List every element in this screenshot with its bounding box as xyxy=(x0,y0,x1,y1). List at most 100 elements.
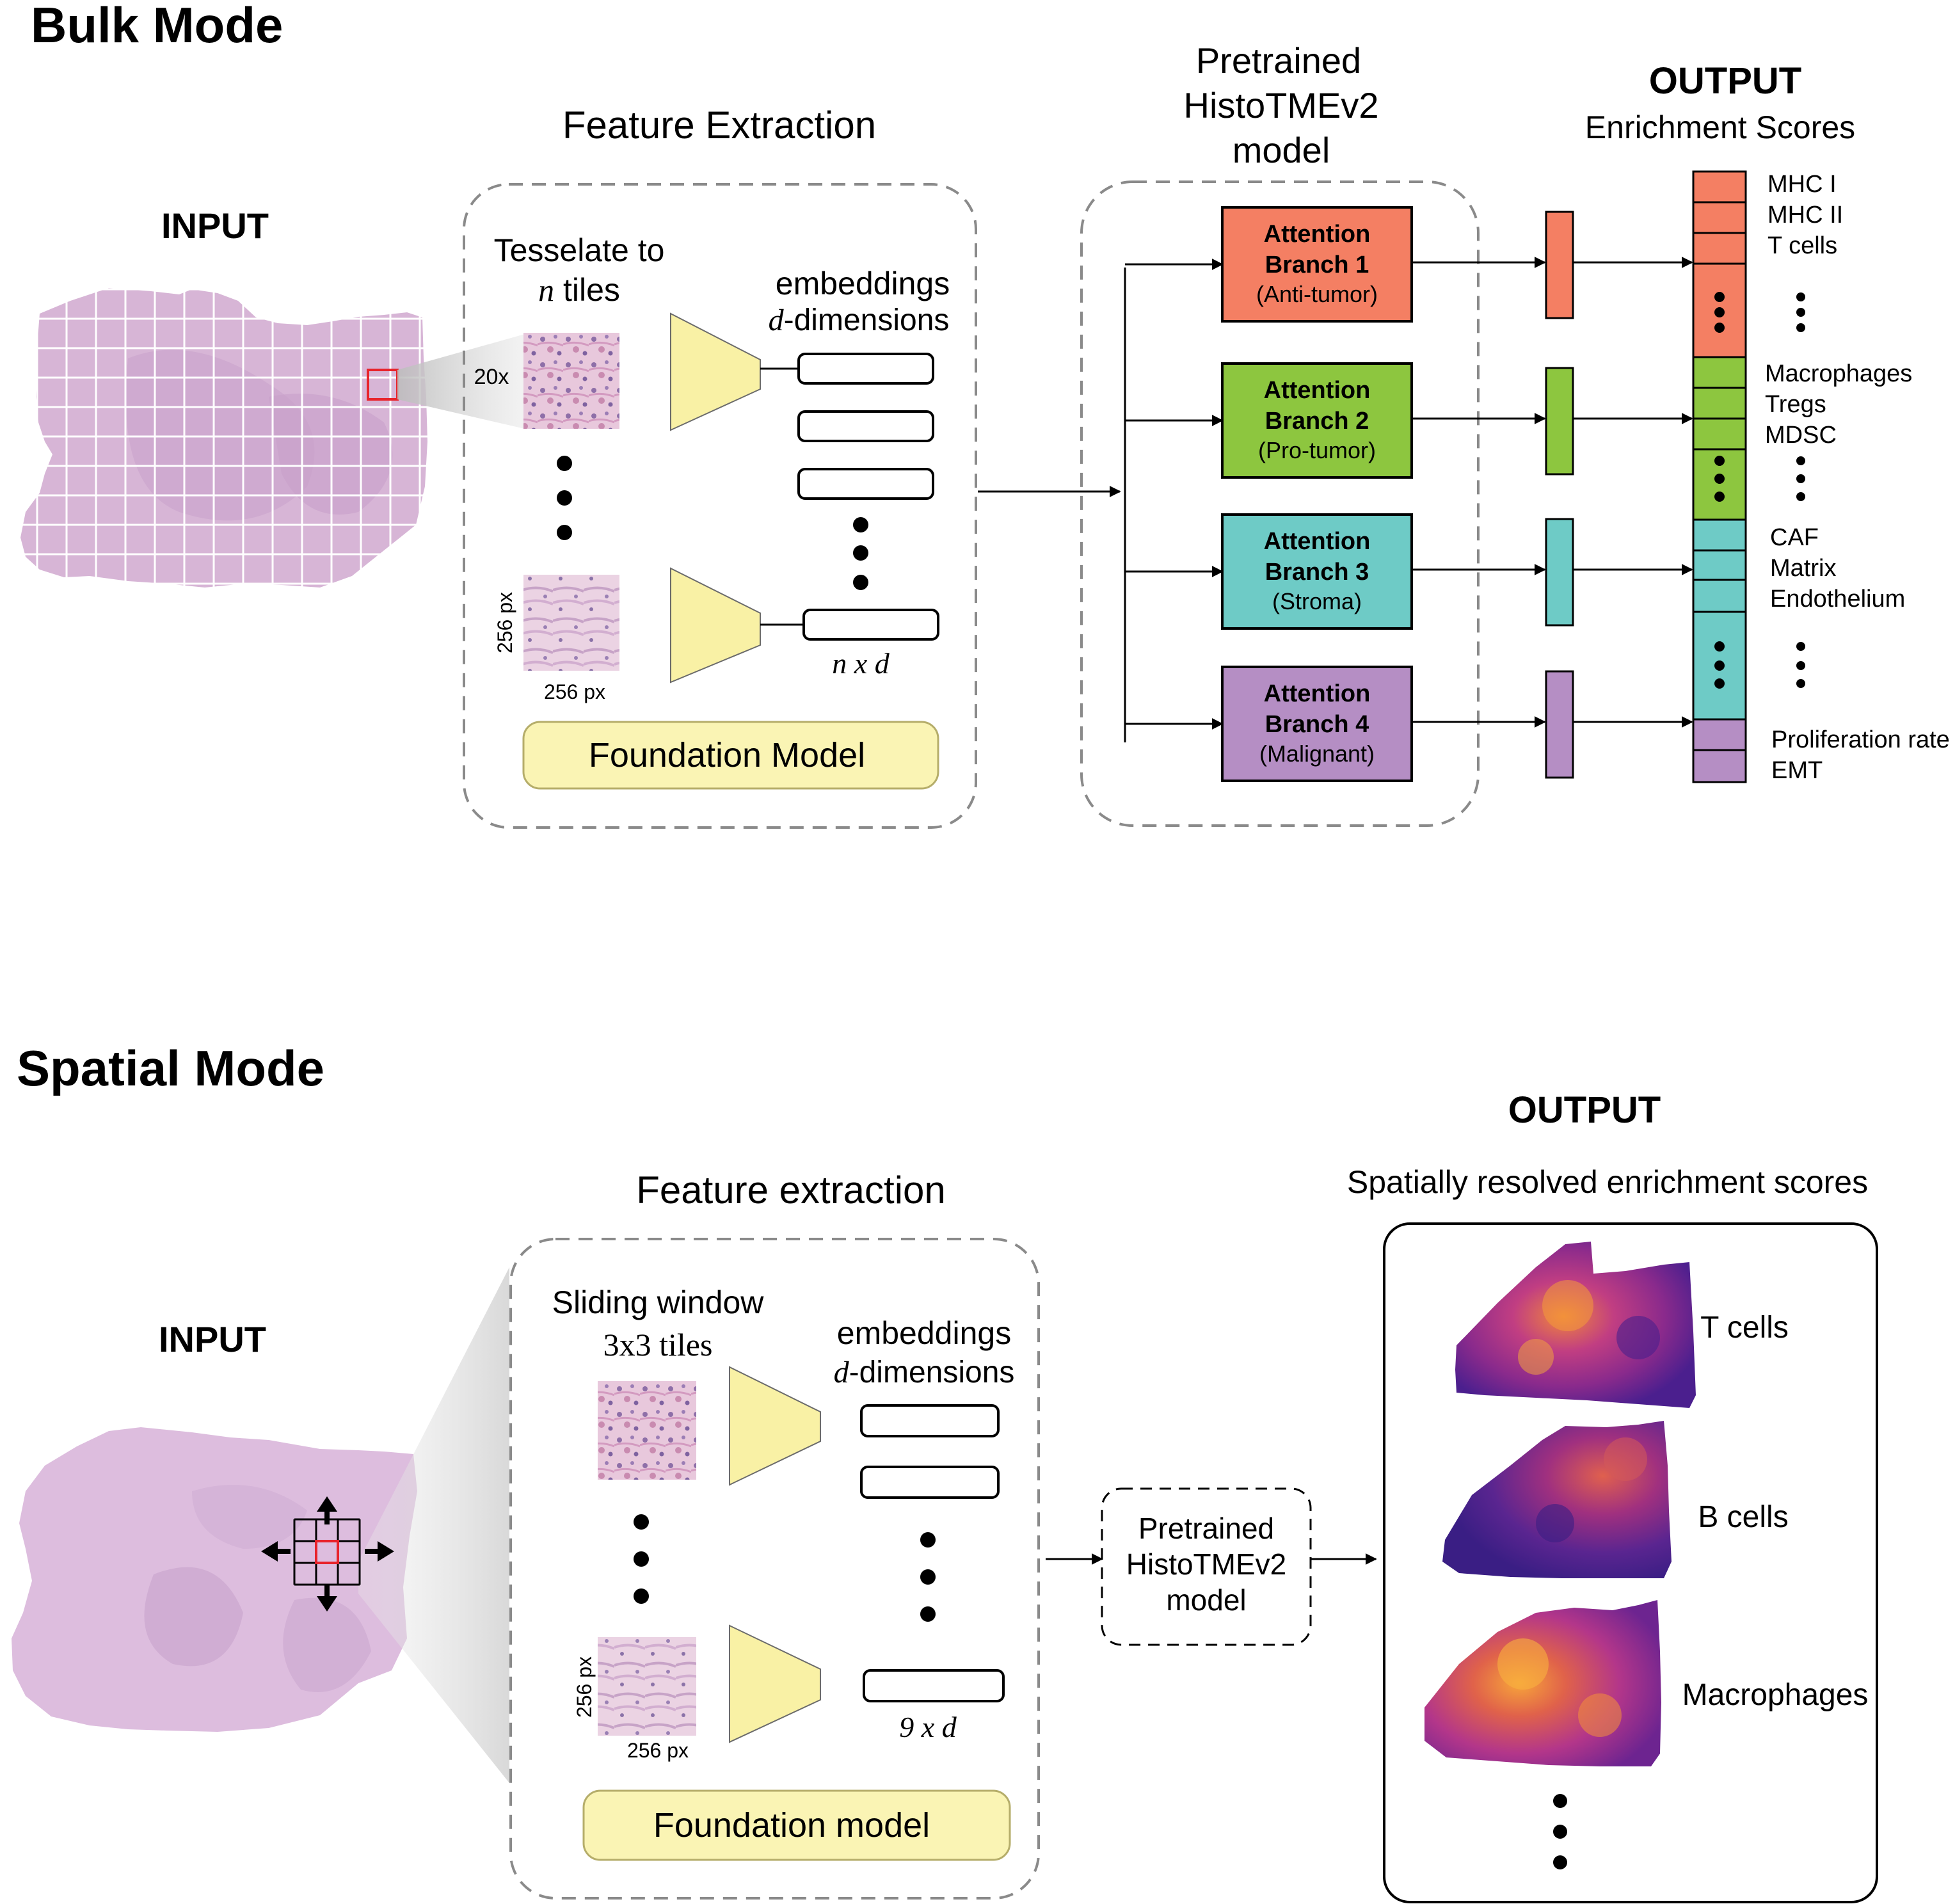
enrichment-score-label: Endothelium xyxy=(1770,586,1905,612)
embedding-vector xyxy=(802,609,939,641)
enrichment-score-cell xyxy=(1692,518,1747,552)
map-ellipsis-dot xyxy=(1553,1794,1567,1808)
output-label-ellipsis-dot xyxy=(1796,474,1805,483)
model-title-line2: HistoTMEv2 xyxy=(1184,85,1379,125)
heatmap-b-cells xyxy=(1442,1421,1672,1578)
map-ellipsis-dot xyxy=(1553,1825,1567,1839)
spatial-embedding-vector xyxy=(860,1466,1000,1499)
spatial-embedding-ellipsis-dot xyxy=(920,1569,936,1585)
bulk-zoom-funnel xyxy=(397,334,525,429)
bulk-wsi-thumbnail xyxy=(20,288,427,588)
output-label-ellipsis-dot xyxy=(1796,642,1805,651)
map-label-t-cells: T cells xyxy=(1700,1311,1789,1345)
bulk-feature-extraction-title: Feature Extraction xyxy=(563,104,876,147)
bulk-output-subtitle: Enrichment Scores xyxy=(1585,109,1855,145)
enrichment-score-label: Matrix xyxy=(1770,555,1836,582)
enrichment-score-label: MHC II xyxy=(1767,202,1843,228)
enrichment-score-cell xyxy=(1692,549,1747,581)
sliding-window-line1: Sliding window xyxy=(552,1284,765,1320)
enrichment-score-cell xyxy=(1692,201,1747,234)
bulk-output-title: OUTPUT xyxy=(1649,60,1801,102)
output-label-ellipsis-dot xyxy=(1796,308,1805,317)
branch-line1: Attention xyxy=(1264,680,1371,707)
branch-score-vector xyxy=(1545,518,1574,627)
arrow-down-icon xyxy=(317,1596,337,1612)
spatial-tile-ellipsis-dot xyxy=(634,1551,649,1567)
spatial-tile-height-label: 256 px xyxy=(573,1656,596,1718)
model-title-line1: Pretrained xyxy=(1196,40,1361,81)
enrichment-score-cell xyxy=(1692,749,1747,783)
embedding-vector xyxy=(797,410,934,442)
bulk-tile-width-label: 256 px xyxy=(544,680,605,703)
spatial-embeddings-line1: embeddings xyxy=(837,1315,1011,1351)
spatial-embedding-vector xyxy=(860,1404,1000,1437)
spatial-feature-extraction-title: Feature extraction xyxy=(636,1169,946,1212)
output-label-ellipsis-dot xyxy=(1796,292,1805,301)
output-column-ellipsis-dot xyxy=(1714,660,1725,671)
output-label-ellipsis-dot xyxy=(1796,661,1805,670)
bulk-matrix-label: n x d xyxy=(832,647,890,680)
branch-line2: Branch 3 xyxy=(1265,559,1369,586)
embedding-vector xyxy=(797,468,934,500)
map-label-b-cells: B cells xyxy=(1698,1500,1788,1534)
arrow-right-icon xyxy=(378,1541,394,1562)
spatial-feature-extraction-box xyxy=(509,1238,1040,1900)
spatial-output-title: OUTPUT xyxy=(1508,1089,1661,1131)
encoder-trapezoid-top xyxy=(670,312,761,431)
output-label-ellipsis-dot xyxy=(1796,323,1805,332)
bulk-tile-ellipsis-dot xyxy=(557,490,572,506)
enrichment-score-label: MHC I xyxy=(1767,171,1837,198)
spatial-foundation-model-label: Foundation model xyxy=(653,1806,930,1844)
sliding-window-center xyxy=(315,1540,339,1564)
enrichment-score-cell xyxy=(1692,356,1747,389)
spatial-zoom-funnel xyxy=(358,1267,509,1783)
branch-line2: Branch 1 xyxy=(1265,252,1369,278)
enrichment-score-label: Macrophages xyxy=(1765,360,1912,387)
embedding-ellipsis-dot xyxy=(853,545,868,561)
output-column-ellipsis-dot xyxy=(1714,323,1725,333)
output-column-ellipsis-dot xyxy=(1714,292,1725,302)
spatial-embedding-vector xyxy=(863,1669,1005,1702)
output-label-ellipsis-dot xyxy=(1796,679,1805,688)
attention-branches: Attention Branch 1 (Anti-tumor) Attention Br… xyxy=(1125,206,1693,782)
branch-line3: (Malignant) xyxy=(1259,740,1375,767)
branch-line3: (Pro-tumor) xyxy=(1258,437,1376,463)
sliding-window-grid xyxy=(293,1518,361,1586)
output-column-ellipsis-dot xyxy=(1714,474,1725,484)
spatial-tile-top xyxy=(598,1381,696,1480)
spatial-wsi-thumbnail xyxy=(12,1427,417,1732)
branch-line3: (Anti-tumor) xyxy=(1256,281,1378,307)
spatial-encoder-trapezoid-bottom xyxy=(729,1624,821,1743)
branch-line1: Attention xyxy=(1264,377,1371,404)
bulk-embeddings-line2: d-dimensions xyxy=(769,303,950,337)
enrichment-score-label: CAF xyxy=(1770,524,1819,551)
output-label-ellipsis-dot xyxy=(1796,456,1805,465)
branch-line1: Attention xyxy=(1264,221,1371,248)
spatial-tile-bottom xyxy=(598,1637,696,1736)
branch-score-vector xyxy=(1545,211,1574,319)
branch-score-vector xyxy=(1545,367,1574,476)
enrichment-score-cell xyxy=(1692,611,1747,721)
sliding-window-line2: 3x3 tiles xyxy=(603,1327,713,1363)
embedding-ellipsis-dot xyxy=(853,575,868,590)
spatial-model-line3: model xyxy=(1166,1583,1246,1617)
spatial-input-label: INPUT xyxy=(159,1319,266,1359)
enrichment-score-column: MHC I MHC II T cells Macrophages Tregs MDSC CA… xyxy=(1692,170,1950,784)
spatial-foundation-model-box xyxy=(582,1789,1011,1861)
spatial-tile-ellipsis-dot xyxy=(634,1588,649,1604)
heatmap-macrophages xyxy=(1424,1600,1661,1766)
enrichment-score-cell xyxy=(1692,387,1747,420)
arrow-up-icon xyxy=(317,1496,337,1512)
branch-line2: Branch 4 xyxy=(1265,711,1369,738)
bulk-input-label: INPUT xyxy=(161,205,269,246)
spatial-encoder-trapezoid-top xyxy=(729,1366,821,1486)
spatial-output-subtitle: Spatially resolved enrichment scores xyxy=(1347,1164,1868,1200)
model-title-line3: model xyxy=(1233,130,1330,170)
embedding-vector xyxy=(797,353,934,385)
embedding-ellipsis-dot xyxy=(853,517,868,532)
attention-branch-4 xyxy=(1221,666,1413,782)
bulk-tile-bottom xyxy=(523,575,619,671)
bulk-tile-top xyxy=(523,333,619,429)
